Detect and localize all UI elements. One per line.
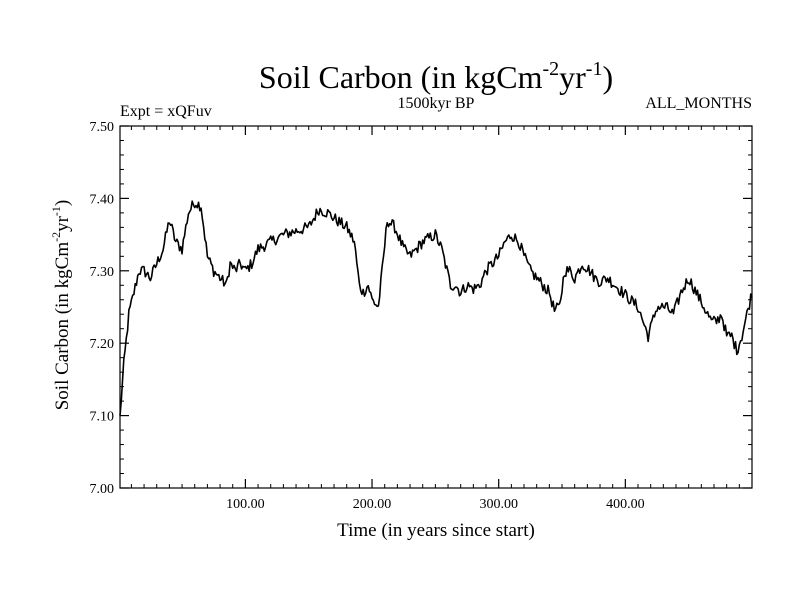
y-tick-label: 7.40 (90, 192, 115, 207)
plot-frame (119, 125, 753, 489)
y-tick-label: 7.00 (90, 482, 115, 497)
tick-labels: 100.00 200.00 300.00 400.00 7.00 7.10 7.20 7.30… (90, 120, 645, 512)
major-ticks (120, 125, 752, 489)
chart-title: Soil Carbon (in kgCm-2yr-1) (259, 58, 613, 95)
series-line-soil-carbon (119, 200, 753, 416)
x-axis-label: Time (in years since start) (337, 520, 535, 541)
x-tick-label: 100.00 (226, 497, 265, 512)
x-tick-label: 300.00 (479, 497, 518, 512)
period-label: 1500kyr BP (398, 95, 475, 112)
x-tick-label: 400.00 (606, 497, 645, 512)
months-label: ALL_MONTHS (645, 95, 752, 112)
experiment-label: Expt = xQFuv (120, 103, 212, 120)
y-axis-label: Soil Carbon (in kgCm-2yr-1) (49, 200, 73, 411)
y-tick-label: 7.50 (90, 120, 115, 135)
minor-ticks (120, 126, 752, 488)
y-tick-label: 7.20 (90, 337, 115, 352)
x-tick-label: 200.00 (353, 497, 392, 512)
y-tick-label: 7.10 (90, 410, 115, 425)
y-tick-label: 7.30 (90, 265, 115, 280)
